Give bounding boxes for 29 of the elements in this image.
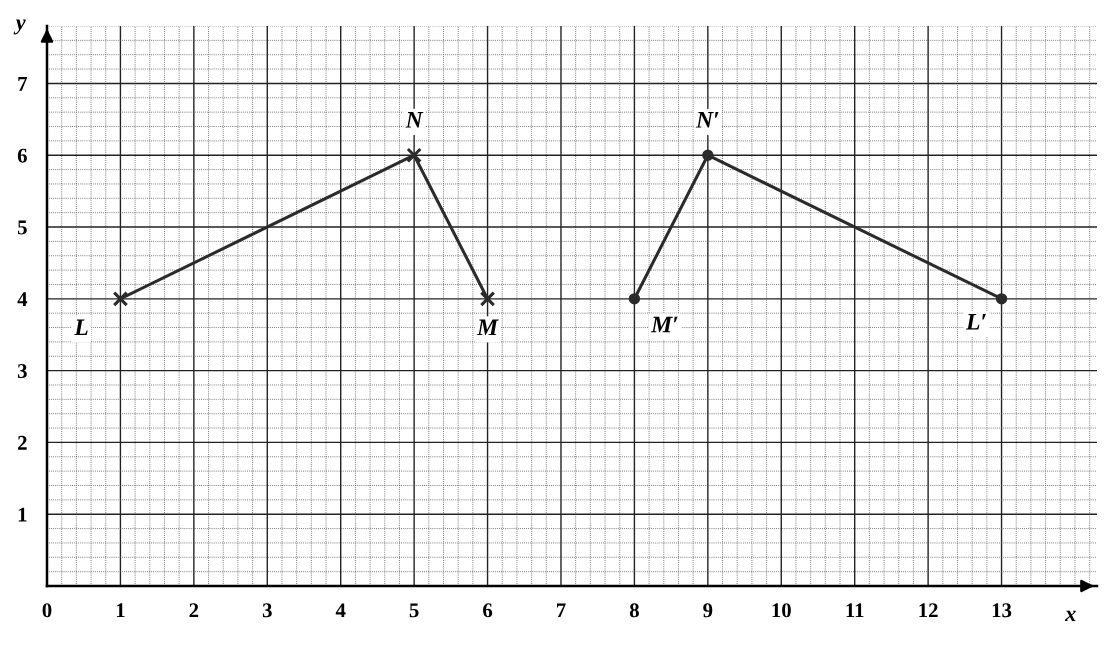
x-tick-label: 6 (483, 603, 493, 618)
x-tick-label: 2 (189, 603, 199, 618)
annotation: N (405, 112, 424, 128)
x-tick-label: 10 (772, 603, 791, 618)
x-tick-label: 7 (556, 603, 566, 618)
y-tick-label: 1 (18, 507, 27, 522)
x-tick-label: 5 (409, 603, 419, 618)
y-tick-label: 7 (18, 77, 28, 91)
x-tick-label: 8 (629, 603, 639, 618)
y-tick-label: 4 (17, 292, 28, 307)
annotation: M (476, 319, 499, 336)
y-tick-label: 6 (17, 148, 27, 163)
x-tick-label: 1 (116, 603, 125, 618)
x-tick-label: 0 (42, 603, 52, 618)
x-tick-label: 3 (262, 603, 272, 618)
x-tick-label: 13 (992, 603, 1012, 618)
y-axis-title: y (13, 19, 26, 35)
y-tick-label: 2 (18, 435, 27, 450)
x-axis-title: x (1064, 610, 1076, 622)
annotation: N′ (695, 112, 719, 128)
y-tick-label: 3 (17, 364, 27, 379)
x-tick-label: 11 (846, 603, 864, 618)
x-tick-label: 9 (703, 603, 713, 618)
annotation: M′ (650, 316, 678, 333)
annotation: L (74, 319, 88, 336)
x-tick-label: 4 (335, 603, 346, 618)
annotation: L′ (965, 314, 986, 330)
x-tick-label: 12 (919, 603, 938, 618)
y-tick-label: 5 (17, 220, 27, 235)
